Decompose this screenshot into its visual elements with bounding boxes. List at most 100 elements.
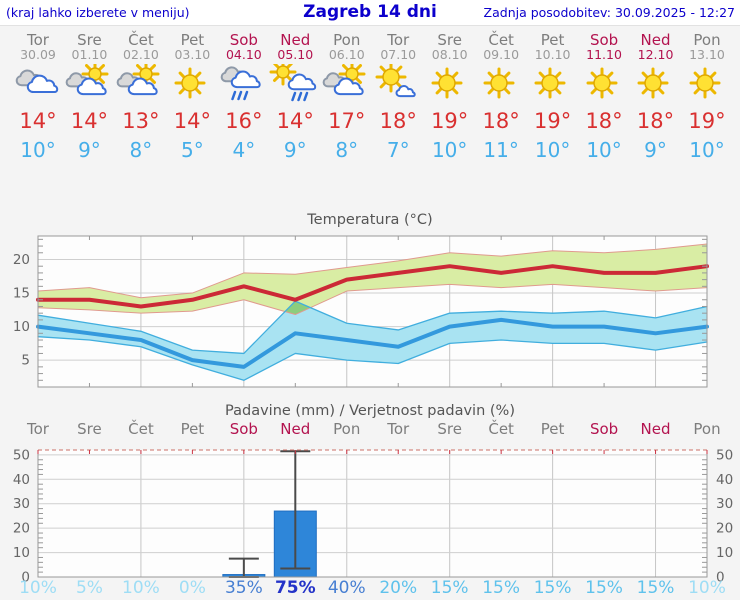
max-band-lower-edge	[37, 283, 708, 316]
precip-day-label: Ned	[280, 420, 311, 438]
last-update-label: Zadnja posodobitev: 30.09.2025 - 12:27	[483, 5, 735, 20]
sunny-icon	[534, 67, 566, 99]
precip-probability-label: 15%	[482, 578, 521, 598]
day-date-label: 02.10	[123, 47, 159, 62]
forecast-day-column: Čet 09.10 18° 11°	[475, 32, 528, 162]
min-temp-label: 9°	[283, 138, 307, 162]
svg-text:20: 20	[13, 521, 30, 537]
svg-text:0: 0	[716, 570, 725, 586]
svg-text:5: 5	[21, 353, 30, 369]
page-header: (kraj lahko izberete v meniju) Zagreb 14…	[0, 0, 740, 26]
weather-icon-box	[629, 64, 682, 104]
day-date-label: 13.10	[689, 47, 725, 62]
precip-probability-label: 15%	[430, 578, 469, 598]
day-date-label: 07.10	[380, 47, 417, 62]
sunny-icon	[689, 67, 720, 99]
max-temp-label: 14°	[19, 109, 57, 133]
weather-icon-box	[217, 64, 270, 104]
forecast-day-column: Pet 03.10 14° 5°	[166, 32, 219, 162]
precip-probability-label: 10%	[122, 578, 160, 598]
day-date-label: 08.10	[431, 47, 468, 62]
max-temp-label: 19°	[431, 109, 469, 133]
precip-probability-label: 10%	[688, 578, 726, 598]
weather-icon-box	[423, 64, 476, 104]
cloudy-icon	[15, 69, 58, 93]
min-temp-label: 8°	[129, 138, 153, 162]
min-temp-label: 9°	[644, 138, 667, 162]
day-name-label: Sre	[77, 31, 102, 49]
weather-icon-box	[526, 64, 579, 104]
sunny-icon	[431, 67, 463, 99]
day-date-label: 01.10	[71, 47, 108, 62]
day-date-label: 11.10	[586, 47, 622, 62]
precipitation-chart: 0 0 10 10 20 20 30 30 40 40 50 50	[13, 447, 733, 586]
day-date-label: 30.09	[20, 47, 56, 62]
weather-icon-box	[372, 64, 425, 104]
precip-day-label: Tor	[27, 420, 49, 438]
max-temp-label: 18°	[636, 109, 675, 133]
svg-text:20: 20	[13, 252, 30, 268]
sun-glyph	[637, 67, 669, 99]
max-temp-label: 14°	[173, 109, 211, 133]
precip-day-label: Pet	[540, 420, 565, 438]
day-date-label: 10.10	[534, 47, 571, 62]
min-temp-label: 10°	[689, 138, 725, 162]
partly-cloudy-icon	[117, 64, 160, 96]
sunny-icon	[637, 67, 669, 99]
forecast-day-column: Pon 06.10 17° 8°	[320, 32, 373, 162]
precip-probability-label: 20%	[379, 578, 418, 598]
mostly-sunny-icon	[375, 64, 416, 98]
max-temp-label: 13°	[122, 109, 160, 133]
forecast-day-column: Sob 04.10 16° 4°	[217, 32, 270, 162]
day-name-label: Pet	[180, 31, 205, 49]
precip-probability-label: 15%	[636, 578, 675, 598]
forecast-day-column: Ned 05.10 14° 9°	[269, 32, 322, 162]
forecast-day-column: Pon 13.10 19° 10°	[681, 32, 734, 162]
svg-text:10: 10	[13, 545, 30, 561]
precip-probability-label: 5%	[75, 578, 103, 598]
svg-text:50: 50	[13, 447, 30, 463]
day-date-label: 09.10	[483, 47, 520, 62]
min-temp-label: 10°	[20, 138, 56, 162]
sun-glyph	[689, 67, 720, 99]
max-temp-label: 19°	[688, 109, 726, 133]
precip-day-label: Sob	[589, 420, 619, 438]
weather-icon-box	[269, 64, 322, 104]
min-temp-label: 9°	[78, 138, 101, 162]
day-name-label: Čet	[488, 31, 514, 49]
day-name-label: Sre	[437, 31, 462, 49]
min-temp-label: 10°	[431, 138, 468, 162]
precip-day-label: Čet	[128, 420, 154, 438]
sun-glyph	[269, 64, 297, 86]
page-title: Zagreb 14 dni	[303, 2, 437, 22]
precip-probability-label: 75%	[274, 578, 316, 598]
day-date-label: 03.10	[174, 47, 211, 62]
day-name-label: Pon	[693, 31, 721, 49]
weather-icon-box	[681, 64, 734, 104]
precip-day-label: Tor	[387, 420, 410, 438]
forecast-day-column: Sre 08.10 19° 10°	[423, 32, 476, 162]
weather-icon-box	[166, 64, 219, 104]
max-band-upper-edge	[37, 243, 708, 299]
min-temp-label: 5°	[181, 138, 204, 162]
forecast-day-column: Sre 01.10 14° 9°	[63, 32, 116, 162]
day-name-label: Ned	[280, 31, 311, 49]
precip-day-label: Pon	[693, 420, 721, 438]
svg-text:10: 10	[13, 319, 30, 335]
sunny-icon	[586, 67, 618, 99]
weather-icon-box	[578, 64, 631, 104]
min-band-upper-edge	[37, 300, 708, 355]
forecast-day-column: Sob 11.10 18° 10°	[578, 32, 631, 162]
precip-day-label: Sob	[229, 420, 258, 438]
max-temp-label: 16°	[225, 109, 263, 133]
min-temp-line	[36, 317, 709, 369]
precipitation-chart-title: Padavine (mm) / Verjetnost padavin (%)	[225, 403, 515, 419]
day-name-label: Pon	[333, 31, 361, 49]
max-temp-label: 18°	[379, 109, 417, 133]
forecast-day-column: Pet 10.10 19° 10°	[526, 32, 579, 162]
precip-day-label: Čet	[488, 420, 514, 438]
precip-probability-label: 40%	[327, 578, 366, 598]
day-name-label: Čet	[128, 31, 154, 49]
forecast-day-column: Ned 12.10 18° 9°	[629, 32, 682, 162]
precip-probability-label: 15%	[585, 578, 623, 598]
